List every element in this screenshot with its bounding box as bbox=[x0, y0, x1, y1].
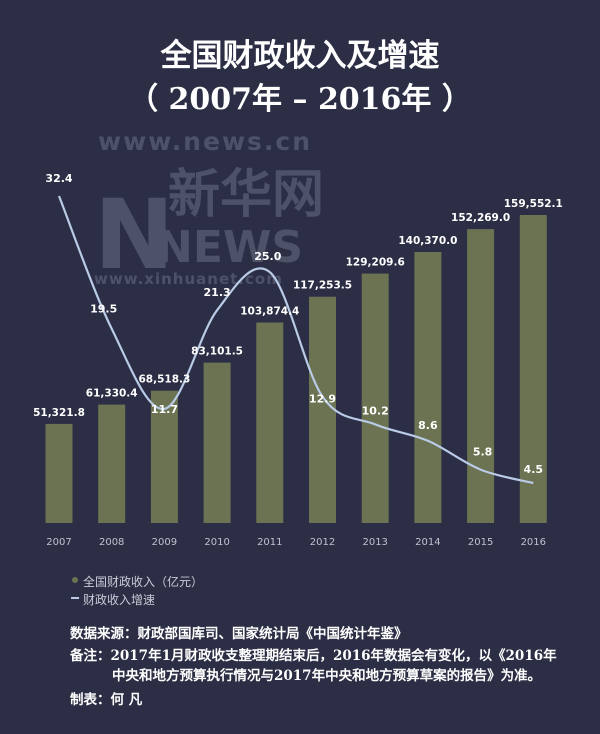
line-data-label: 12.9 bbox=[309, 393, 336, 406]
line-data-label: 32.4 bbox=[45, 172, 72, 185]
bar-2015 bbox=[467, 229, 495, 523]
bar-2013 bbox=[361, 273, 389, 523]
x-tick-label: 2011 bbox=[257, 537, 282, 548]
bar-data-label: 68,518.3 bbox=[138, 374, 190, 386]
x-tick-label: 2012 bbox=[310, 537, 335, 548]
series-line-growth bbox=[57, 195, 534, 485]
legend-marker-bar bbox=[72, 577, 78, 583]
line-data-label: 4.5 bbox=[524, 463, 544, 476]
legend bbox=[71, 577, 79, 599]
x-tick-label: 2016 bbox=[521, 537, 546, 548]
footer-note: 备注：2017年1月财政收支整理期结束后，2016年数据会有变化，以《2016年… bbox=[70, 646, 580, 686]
line-data-label: 8.6 bbox=[418, 419, 438, 432]
legend-item-line: 财政收入增速 bbox=[83, 593, 156, 607]
line-data-label: 21.3 bbox=[204, 286, 231, 299]
watermark-url-top: www.news.cn bbox=[98, 127, 312, 156]
bar-data-label: 103,874.4 bbox=[240, 306, 299, 318]
bar-2010 bbox=[203, 362, 231, 523]
line-data-label: 25.0 bbox=[254, 250, 281, 263]
watermark: www.news.cn N 新华网 NEWS www.xinhuanet.com bbox=[94, 127, 324, 291]
line-data-label: 11.7 bbox=[151, 403, 178, 416]
legend-item-bar: 全国财政收入（亿元） bbox=[83, 575, 204, 589]
bar-data-label: 83,101.5 bbox=[191, 346, 243, 358]
bar-2016 bbox=[519, 215, 547, 523]
line-data-label: 10.2 bbox=[362, 404, 389, 417]
x-tick-label: 2015 bbox=[468, 537, 493, 548]
footer-source: 数据来源：财政部国库司、国家统计局《中国统计年鉴》 bbox=[70, 626, 408, 642]
bar-data-label: 140,370.0 bbox=[398, 235, 457, 247]
x-tick-label: 2009 bbox=[152, 537, 177, 548]
bar-2012 bbox=[309, 296, 336, 523]
bar-data-label: 51,321.8 bbox=[33, 407, 85, 419]
x-tick-label: 2014 bbox=[415, 537, 440, 548]
bar-2007 bbox=[45, 423, 73, 523]
footer-credit: 制表：何 凡 bbox=[70, 692, 143, 708]
x-tick-label: 2010 bbox=[204, 537, 229, 548]
bar-data-label: 61,330.4 bbox=[86, 388, 138, 400]
watermark-url-bottom: www.xinhuanet.com bbox=[94, 270, 283, 288]
bar-2014 bbox=[414, 252, 442, 523]
line-data-label: 19.5 bbox=[90, 303, 117, 316]
x-tick-label: 2008 bbox=[99, 537, 124, 548]
bar-data-label: 117,253.5 bbox=[293, 280, 352, 292]
watermark-brand-en: NEWS bbox=[156, 222, 303, 273]
bar-2008 bbox=[98, 404, 126, 523]
chart-subtitle: （ 2007年 – 2016年 ） bbox=[128, 82, 472, 117]
chart-title: 全国财政收入及增速 bbox=[160, 38, 440, 74]
bar-2009 bbox=[150, 390, 178, 523]
watermark-letter: N bbox=[94, 179, 174, 291]
x-tick-label: 2013 bbox=[362, 537, 387, 548]
footer-note-line1: 备注：2017年1月财政收支整理期结束后，2016年数据会有变化，以《2016年 bbox=[70, 648, 557, 664]
line-data-label: 5.8 bbox=[473, 446, 493, 459]
bar-2011 bbox=[256, 322, 284, 523]
footer-note-line2: 中央和地方预算执行情况与2017年中央和地方预算草案的报告》为准。 bbox=[112, 668, 542, 684]
watermark-brand-cn: 新华网 bbox=[168, 165, 324, 225]
bar-data-label: 152,269.0 bbox=[451, 212, 510, 224]
x-tick-label: 2007 bbox=[46, 537, 71, 548]
bar-data-label: 159,552.1 bbox=[504, 198, 563, 210]
bar-data-label: 129,209.6 bbox=[346, 257, 405, 269]
chart-canvas: www.news.cn N 新华网 NEWS www.xinhuanet.com… bbox=[33, 127, 563, 599]
